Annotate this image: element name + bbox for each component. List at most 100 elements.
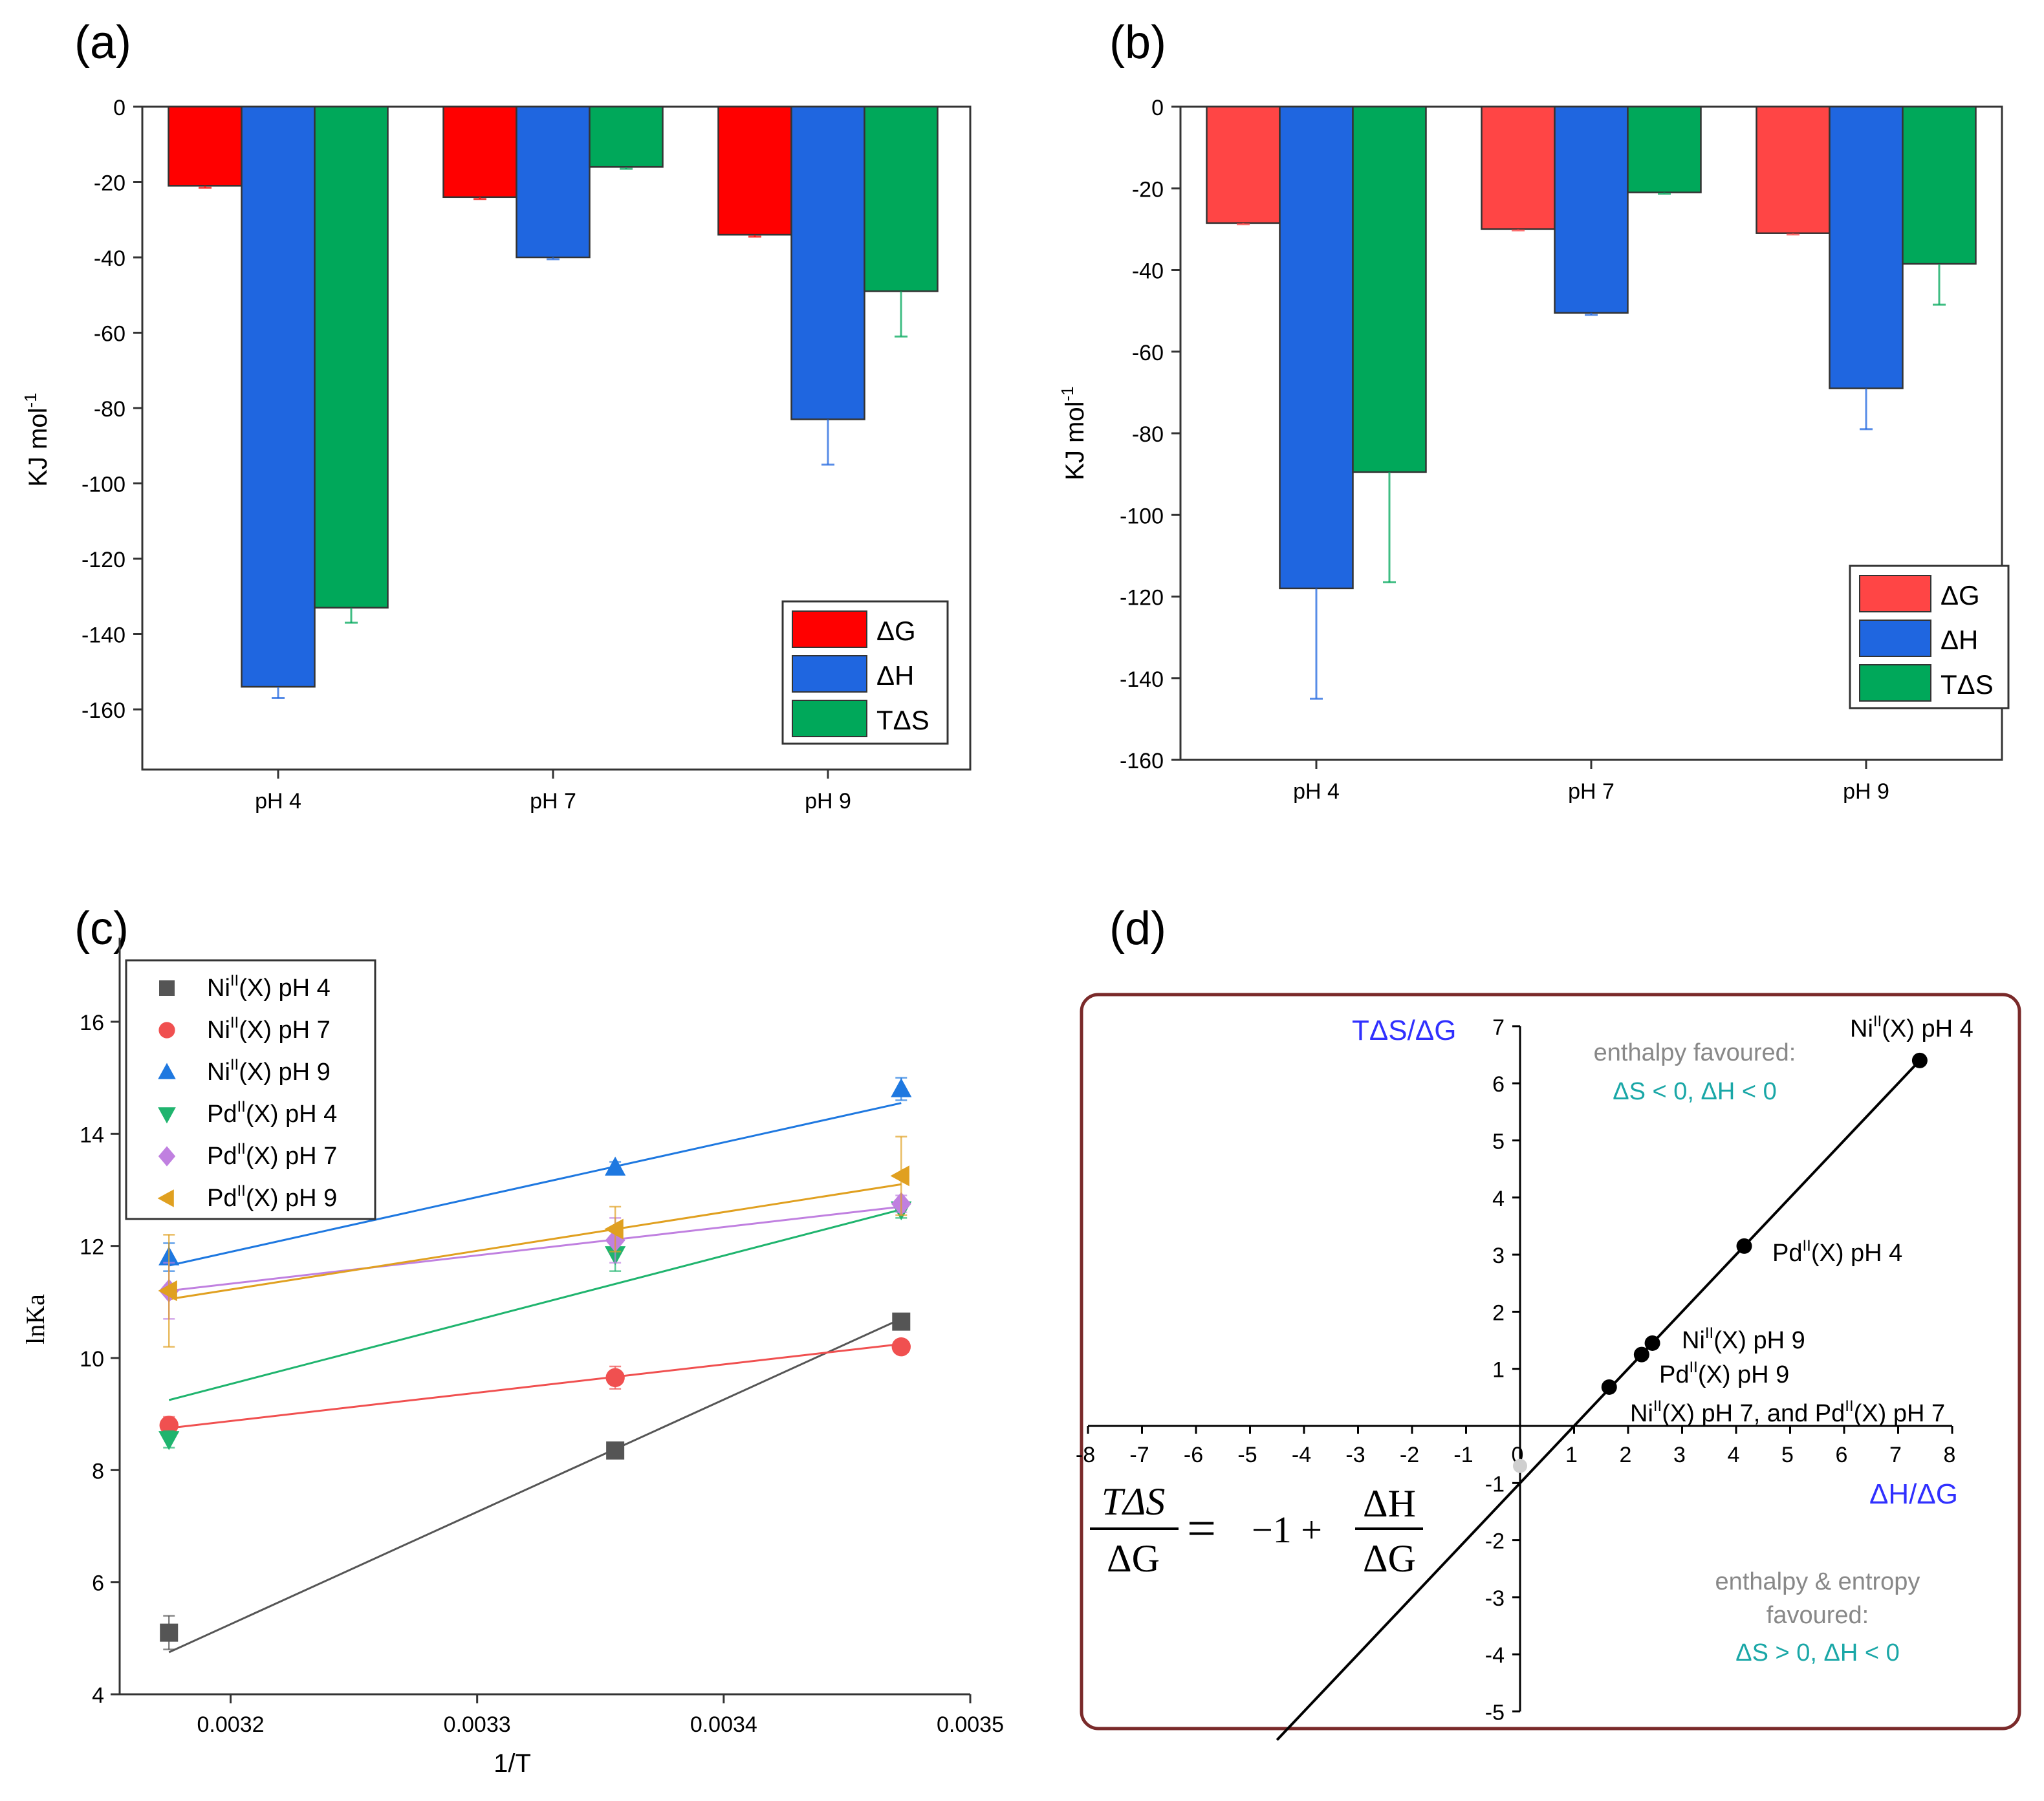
bar-dH-pH4 xyxy=(1279,105,1354,590)
panel-c-legend-frame xyxy=(125,959,376,1220)
x-tick-label: pH 4 xyxy=(1293,779,1340,804)
panel-d-chart: (d) -8 -7 -6 -5 -4 -3 -2 -1 0 1 2 3 4 5 6 7 8-5-4-3-2-11… xyxy=(1076,903,2021,1742)
y-tick-label: 12 xyxy=(80,1235,104,1260)
data-point xyxy=(159,1416,179,1435)
legend-swatch-dG xyxy=(1859,575,1931,612)
y-tick-label: 3 xyxy=(1492,1244,1505,1268)
fit-line xyxy=(168,1208,902,1401)
panel-c-y-axis-title: lnKa xyxy=(21,1294,50,1344)
x-tick-label: 7 xyxy=(1889,1443,1902,1467)
legend-label: NiII(X) pH 9 xyxy=(207,1056,331,1086)
y-tick-label: 16 xyxy=(80,1011,104,1035)
x-tick-label: -2 xyxy=(1400,1443,1419,1467)
bar-dG-pH4 xyxy=(1206,105,1281,224)
annotation-ni-ph4: NiII(X) pH 4 xyxy=(1850,1013,1973,1042)
x-tick-label: pH 9 xyxy=(805,789,851,814)
fit-line xyxy=(169,1343,902,1429)
data-point xyxy=(605,1368,625,1388)
bar-TdS-pH9 xyxy=(1902,105,1977,265)
legend-label-dG: ΔG xyxy=(876,616,916,646)
bar-dG-pH9 xyxy=(1756,105,1831,234)
eq-rhs-denominator: ΔG xyxy=(1363,1537,1416,1580)
bar-TdS-pH7 xyxy=(1627,105,1702,193)
panel-c-legend-items: NiII(X) pH 4 NiII(X) pH 7 NiII(X) pH 9 PdII… xyxy=(157,972,337,1212)
data-point xyxy=(1644,1335,1660,1351)
panel-a-chart: (a) 0-20-40-60-80-100-120-140-160 pH 4 pH… xyxy=(21,17,972,814)
data-point xyxy=(605,1156,626,1176)
legend-swatch-dH xyxy=(1859,620,1931,657)
y-tick-label: -5 xyxy=(1485,1701,1505,1725)
y-tick-label: 7 xyxy=(1492,1015,1505,1040)
fit-line xyxy=(168,1317,902,1654)
bar-TdS-pH9 xyxy=(864,105,939,292)
panel-d-equation: TΔS ΔG = −1 + ΔH ΔG xyxy=(1090,1480,1423,1580)
y-tick-label: -80 xyxy=(1132,422,1164,447)
legend-label: PdII(X) pH 7 xyxy=(207,1140,337,1170)
y-tick-label: -1 xyxy=(1485,1472,1505,1496)
x-tick-label: 1 xyxy=(1565,1443,1578,1467)
panel-b-label: (b) xyxy=(1109,17,1166,69)
y-tick-label: -3 xyxy=(1485,1586,1505,1611)
data-point xyxy=(1736,1238,1752,1254)
eq-equals-sign: = xyxy=(1187,1500,1216,1557)
legend-swatch-dH xyxy=(792,655,867,693)
x-tick-label: pH 7 xyxy=(530,789,576,814)
panel-b-chart: (b) 0-20-40-60-80-100-120-140-160 pH 4 pH… xyxy=(1058,17,2010,804)
bar-dH-pH4 xyxy=(241,105,316,688)
panel-c-axes: 0.0032 0.0033 0.0034 0.0035 4 6 8 10 12 14 16 xyxy=(80,1011,1004,1737)
y-tick-label: 4 xyxy=(92,1683,104,1708)
panel-b-bars xyxy=(1206,105,1977,700)
y-tick-label: 6 xyxy=(92,1571,104,1596)
x-tick-label: pH 7 xyxy=(1568,779,1615,804)
panel-d-line xyxy=(1276,1059,1921,1742)
y-tick-label: -160 xyxy=(1120,749,1164,773)
legend-marker xyxy=(158,1107,176,1124)
region-top-condition: ΔS < 0, ΔH < 0 xyxy=(1613,1078,1777,1105)
legend-label: PdII(X) pH 4 xyxy=(207,1098,337,1128)
y-tick-label: -20 xyxy=(94,171,125,196)
x-tick-label: 5 xyxy=(1781,1443,1794,1467)
legend-marker xyxy=(157,1189,174,1207)
bar-dG-pH4 xyxy=(168,105,243,187)
y-tick-label: 14 xyxy=(80,1123,104,1147)
data-point xyxy=(1633,1346,1649,1363)
fit-line xyxy=(169,1205,902,1292)
legend-label-TdS: TΔS xyxy=(1941,669,1994,700)
x-tick-label: pH 4 xyxy=(255,789,301,814)
y-tick-label: -140 xyxy=(1120,667,1164,692)
x-tick-label: 0.0032 xyxy=(197,1712,265,1737)
legend-label-dH: ΔH xyxy=(876,660,914,691)
region-bottom-title-1: enthalpy & entropy xyxy=(1715,1568,1920,1595)
y-tick-label: -60 xyxy=(94,322,125,347)
eq-rhs-numerator: ΔH xyxy=(1363,1482,1416,1525)
panel-b-x-axis: pH 4 pH 7 pH 9 xyxy=(1293,760,1889,804)
x-tick-label: 6 xyxy=(1836,1443,1848,1467)
region-top-title: enthalpy favoured: xyxy=(1594,1039,1796,1066)
legend-label-TdS: TΔS xyxy=(876,705,930,735)
panel-d-frame xyxy=(1080,993,2021,1731)
y-tick-label: -4 xyxy=(1485,1643,1505,1668)
panel-c-fit-lines xyxy=(168,1102,902,1654)
panel-a-x-axis: pH 4 pH 7 pH 9 xyxy=(255,770,851,814)
y-tick-label: 0 xyxy=(1151,96,1164,120)
x-tick-label: pH 9 xyxy=(1843,779,1889,804)
bar-TdS-pH4 xyxy=(314,105,389,609)
data-point xyxy=(158,1431,180,1451)
legend-label-dG: ΔG xyxy=(1941,580,1980,610)
panel-c-legend: NiII(X) pH 4 NiII(X) pH 7 NiII(X) pH 9 PdII… xyxy=(125,959,376,1220)
data-point xyxy=(892,1312,911,1331)
bar-dH-pH9 xyxy=(790,105,865,420)
panel-d-label: (d) xyxy=(1109,903,1166,954)
annotation-pd-ph9: PdII(X) pH 9 xyxy=(1659,1359,1789,1388)
y-tick-label: 10 xyxy=(80,1347,104,1372)
eq-lhs-denominator: ΔG xyxy=(1107,1537,1160,1580)
y-tick-label: -20 xyxy=(1132,177,1164,202)
legend-label: PdII(X) pH 9 xyxy=(207,1182,337,1212)
panel-d-x-axis-title: ΔH/ΔG xyxy=(1869,1478,1958,1510)
x-tick-label: -3 xyxy=(1345,1443,1365,1467)
y-tick-label: 2 xyxy=(1492,1300,1505,1325)
y-tick-label: -2 xyxy=(1485,1529,1505,1554)
legend-marker xyxy=(158,1062,176,1079)
legend-marker xyxy=(158,1146,176,1167)
